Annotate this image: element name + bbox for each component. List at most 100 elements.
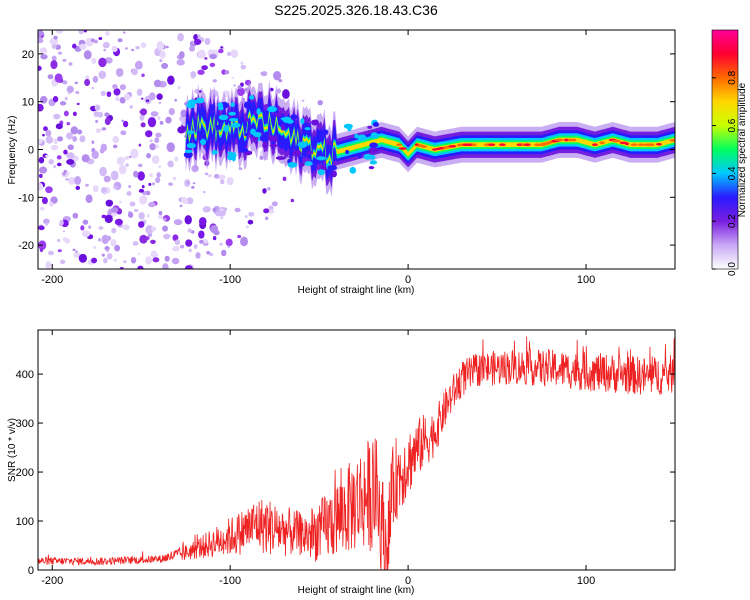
- speckle: [237, 85, 242, 89]
- ridge-hotspot: [448, 145, 457, 148]
- speckle: [106, 249, 109, 253]
- snr-y-label: SNR (10 * v/v): [7, 418, 18, 482]
- speckle: [276, 88, 281, 94]
- y-tick-label: 0: [28, 565, 34, 577]
- speckle: [176, 59, 185, 66]
- speckle: [53, 35, 58, 40]
- speckle: [138, 143, 142, 147]
- speckle: [133, 208, 139, 213]
- speckle: [209, 53, 217, 60]
- speckle: [151, 226, 157, 231]
- speckle: [72, 248, 76, 252]
- y-tick-label: -10: [18, 192, 34, 204]
- speckle: [67, 144, 74, 151]
- speckle: [78, 30, 84, 35]
- x-tick-label: 100: [577, 274, 595, 286]
- speckle: [262, 188, 267, 194]
- x-tick-label: 100: [577, 575, 595, 587]
- speckle: [119, 84, 126, 91]
- speckle: [95, 128, 102, 133]
- speckle: [282, 176, 287, 182]
- speckle: [103, 192, 107, 195]
- speckle: [48, 201, 54, 207]
- speckle: [168, 182, 174, 186]
- speckle: [202, 190, 206, 194]
- speckle: [55, 30, 64, 34]
- speckle: [124, 155, 130, 161]
- ridge-blob: [299, 162, 305, 167]
- speckle: [138, 221, 145, 228]
- speckle: [106, 235, 112, 241]
- speckle: [85, 194, 93, 203]
- x-tick-label: -200: [41, 575, 63, 587]
- speckle: [236, 87, 245, 96]
- speckle: [163, 217, 167, 221]
- ridge-hotspot: [599, 141, 605, 145]
- speckle: [112, 144, 118, 149]
- colorbar-tick-label: 0.6: [727, 118, 738, 132]
- speckle: [101, 253, 105, 257]
- speckle: [148, 201, 156, 208]
- ridge-blob: [347, 124, 352, 132]
- ridge-blob: [320, 165, 329, 171]
- speckle: [156, 172, 161, 178]
- speckle: [201, 65, 208, 71]
- speckle: [226, 51, 232, 57]
- ridge-blob: [306, 150, 314, 155]
- speckle: [74, 81, 79, 85]
- speckle: [57, 136, 64, 142]
- snr-x-label: Height of straight line (km): [298, 585, 415, 596]
- colorbar-gradient: [711, 29, 739, 270]
- speckle: [258, 177, 262, 180]
- speckle: [137, 163, 143, 168]
- ridge-band: [185, 111, 675, 167]
- spectrogram-ridge: [183, 80, 675, 198]
- speckle: [43, 126, 48, 132]
- speckle: [191, 165, 199, 173]
- speckle: [91, 86, 95, 90]
- speckle: [149, 139, 153, 143]
- speckle: [139, 195, 148, 205]
- speckle: [111, 212, 117, 217]
- speckle: [42, 134, 45, 137]
- colorbar-label: Normalized spectral amplitude: [737, 82, 748, 217]
- speckle: [172, 234, 179, 242]
- speckle: [114, 244, 121, 252]
- speckle: [134, 60, 143, 70]
- speckle: [271, 201, 278, 207]
- ridge-hotspot: [523, 143, 531, 147]
- speckle: [54, 73, 63, 83]
- ridge-blob: [280, 124, 286, 131]
- speckle: [126, 191, 132, 196]
- speckle: [38, 173, 43, 179]
- speckle: [72, 111, 77, 117]
- speckle: [101, 214, 107, 219]
- ridge-blob: [218, 114, 229, 121]
- speckle: [210, 224, 219, 234]
- speckle: [92, 185, 99, 193]
- ridge-blob: [183, 151, 193, 158]
- speckle: [146, 214, 150, 218]
- speckle: [189, 45, 195, 52]
- speckle: [158, 101, 162, 104]
- speckle: [52, 95, 59, 103]
- speckle: [168, 107, 175, 116]
- speckle: [56, 155, 62, 160]
- speckle: [233, 84, 237, 87]
- speckle: [66, 85, 74, 94]
- speckle: [212, 208, 217, 212]
- speckle: [112, 84, 118, 90]
- speckle: [207, 173, 213, 178]
- speckle: [163, 233, 171, 240]
- speckle: [104, 112, 110, 117]
- speckle: [187, 228, 192, 233]
- ridge-blob: [316, 156, 326, 161]
- speckle: [43, 218, 50, 225]
- speckle: [72, 212, 79, 219]
- speckle: [149, 92, 156, 101]
- speckle: [66, 159, 75, 165]
- speckle: [78, 253, 88, 263]
- ridge-blob: [327, 165, 338, 171]
- speckle: [63, 169, 67, 174]
